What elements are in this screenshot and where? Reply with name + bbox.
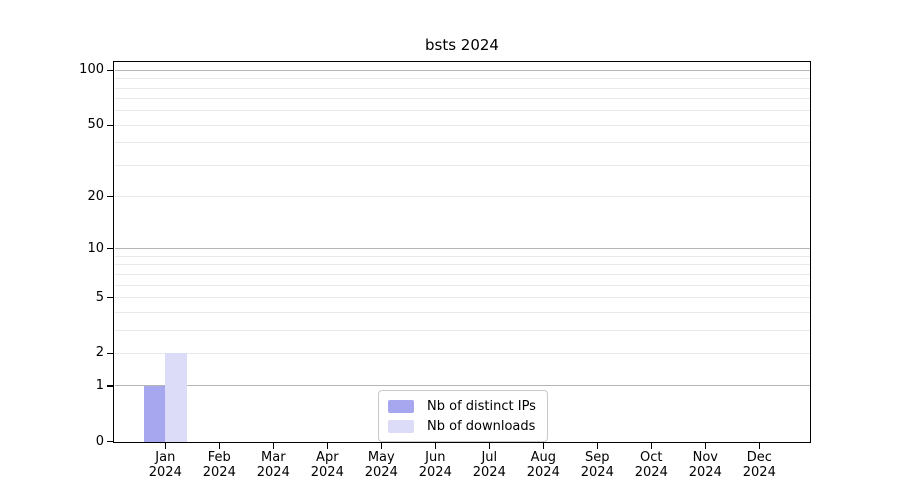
bar-downloads bbox=[165, 353, 187, 442]
x-tick-month: Jul bbox=[481, 450, 498, 465]
chart-title: bsts 2024 bbox=[425, 36, 499, 54]
minor-gridline bbox=[114, 98, 810, 100]
legend-label: Nb of distinct IPs bbox=[427, 398, 536, 414]
x-tick-label: Jun 2024 bbox=[403, 450, 467, 480]
x-tick-year: 2024 bbox=[364, 465, 398, 480]
minor-gridline bbox=[114, 264, 810, 266]
x-tick-month: Jan bbox=[155, 450, 176, 465]
y-tick-label: 1 bbox=[95, 377, 104, 393]
y-tick-mark bbox=[106, 69, 113, 71]
x-tick-year: 2024 bbox=[634, 465, 668, 480]
x-tick-month: Sep bbox=[585, 450, 610, 465]
x-tick-label: Mar 2024 bbox=[241, 450, 305, 480]
legend-swatch-icon bbox=[388, 419, 414, 433]
major-gridline bbox=[114, 385, 810, 387]
x-tick-month: Mar bbox=[261, 450, 286, 465]
x-tick-mark bbox=[488, 443, 490, 449]
major-gridline bbox=[114, 248, 810, 250]
minor-gridline bbox=[114, 352, 810, 354]
x-tick-year: 2024 bbox=[202, 465, 236, 480]
x-tick-year: 2024 bbox=[580, 465, 614, 480]
legend-row: Nb of distinct IPs bbox=[388, 396, 536, 416]
x-tick-mark bbox=[380, 443, 382, 449]
y-tick-mark bbox=[106, 248, 113, 250]
y-tick-label: 20 bbox=[87, 188, 104, 204]
x-tick-label: May 2024 bbox=[349, 450, 413, 480]
minor-gridline bbox=[114, 87, 810, 89]
x-tick-year: 2024 bbox=[688, 465, 722, 480]
x-tick-month: Aug bbox=[530, 450, 556, 465]
y-tick-mark bbox=[106, 124, 113, 126]
x-tick-mark bbox=[650, 443, 652, 449]
legend-swatch-icon bbox=[388, 399, 414, 413]
x-tick-mark bbox=[434, 443, 436, 449]
minor-gridline bbox=[114, 196, 810, 198]
x-tick-mark bbox=[164, 443, 166, 449]
x-tick-mark bbox=[704, 443, 706, 449]
x-tick-label: Apr 2024 bbox=[295, 450, 359, 480]
bar-distinct-ips bbox=[143, 385, 166, 442]
y-tick-label: 2 bbox=[95, 345, 104, 361]
minor-gridline bbox=[114, 284, 810, 286]
x-tick-label: Feb 2024 bbox=[187, 450, 251, 480]
minor-gridline bbox=[114, 164, 810, 166]
major-gridline bbox=[114, 69, 810, 71]
x-tick-month: Nov bbox=[692, 450, 718, 465]
x-tick-month: Oct bbox=[640, 450, 663, 465]
x-tick-label: Nov 2024 bbox=[673, 450, 737, 480]
minor-gridline bbox=[114, 142, 810, 144]
x-tick-year: 2024 bbox=[418, 465, 452, 480]
x-tick-year: 2024 bbox=[256, 465, 290, 480]
x-tick-year: 2024 bbox=[148, 465, 182, 480]
x-tick-year: 2024 bbox=[742, 465, 776, 480]
x-tick-year: 2024 bbox=[310, 465, 344, 480]
legend-label: Nb of downloads bbox=[427, 418, 536, 434]
x-tick-mark bbox=[218, 443, 220, 449]
y-tick-mark bbox=[106, 385, 113, 387]
y-tick-mark bbox=[106, 352, 113, 354]
minor-gridline bbox=[114, 255, 810, 257]
x-tick-label: Oct 2024 bbox=[619, 450, 683, 480]
x-tick-mark bbox=[272, 443, 274, 449]
minor-gridline bbox=[114, 329, 810, 331]
y-tick-label: 100 bbox=[79, 62, 104, 78]
legend-row: Nb of downloads bbox=[388, 416, 536, 436]
y-tick-label: 50 bbox=[87, 117, 104, 133]
y-tick-mark bbox=[106, 196, 113, 198]
x-tick-label: Jul 2024 bbox=[457, 450, 521, 480]
x-tick-month: Jun bbox=[425, 450, 446, 465]
x-tick-label: Jan 2024 bbox=[133, 450, 197, 480]
legend: Nb of distinct IPs Nb of downloads bbox=[378, 390, 548, 442]
x-tick-year: 2024 bbox=[472, 465, 506, 480]
y-tick-mark bbox=[106, 441, 113, 443]
x-tick-label: Aug 2024 bbox=[511, 450, 575, 480]
x-tick-mark bbox=[542, 443, 544, 449]
x-tick-mark bbox=[758, 443, 760, 449]
minor-gridline bbox=[114, 124, 810, 126]
x-tick-mark bbox=[326, 443, 328, 449]
y-tick-mark bbox=[106, 296, 113, 299]
minor-gridline bbox=[114, 273, 810, 275]
x-tick-month: Apr bbox=[316, 450, 339, 465]
x-tick-label: Sep 2024 bbox=[565, 450, 629, 480]
x-tick-month: Dec bbox=[746, 450, 772, 465]
y-tick-label: 5 bbox=[95, 289, 104, 305]
x-tick-month: May bbox=[367, 450, 395, 465]
y-tick-label: 10 bbox=[87, 240, 104, 256]
minor-gridline bbox=[114, 110, 810, 112]
x-tick-mark bbox=[596, 443, 598, 449]
x-tick-month: Feb bbox=[207, 450, 231, 465]
minor-gridline bbox=[114, 311, 810, 313]
minor-gridline bbox=[114, 78, 810, 80]
minor-gridline bbox=[114, 297, 810, 298]
x-tick-label: Dec 2024 bbox=[727, 450, 791, 480]
x-tick-year: 2024 bbox=[526, 465, 560, 480]
y-tick-label: 0 bbox=[95, 433, 104, 449]
